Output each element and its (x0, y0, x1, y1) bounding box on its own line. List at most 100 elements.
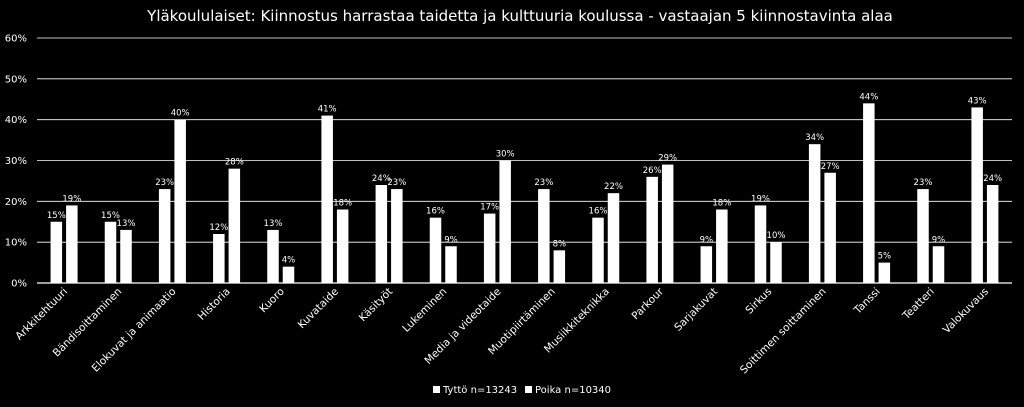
y-tick-label: 20% (5, 197, 27, 208)
bar (661, 164, 674, 283)
category-label: Sarjakuvat (672, 286, 720, 334)
data-labels: 15%19%15%13%23%40%12%28%13%4%41%18%24%23… (47, 92, 1002, 265)
bar (228, 168, 241, 283)
bar (607, 193, 620, 283)
category-label: Sirkus (743, 286, 774, 317)
data-label: 28% (225, 158, 244, 168)
data-label: 23% (914, 178, 933, 188)
category-label: Käsityöt (357, 286, 395, 324)
category-label: Historia (196, 286, 233, 323)
data-label: 16% (589, 207, 608, 217)
data-label: 10% (767, 231, 786, 241)
category-label: Kuvataide (296, 286, 341, 331)
bar (932, 246, 945, 283)
bar (267, 229, 279, 283)
bar (104, 221, 117, 283)
data-label: 18% (333, 199, 352, 209)
bar (120, 229, 132, 283)
bar (971, 107, 983, 284)
bar (700, 246, 713, 283)
bar (646, 176, 658, 283)
category-label: Teatteri (900, 286, 937, 323)
legend: Tyttö n=13243 Poika n=10340 (433, 385, 611, 396)
y-tick-label: 60% (5, 34, 27, 45)
data-label: 23% (155, 178, 174, 188)
data-label: 9% (444, 235, 458, 245)
data-label: 23% (387, 178, 406, 188)
data-label: 5% (878, 252, 892, 262)
y-tick-label: 50% (5, 74, 27, 85)
data-label: 26% (643, 166, 662, 176)
bar (553, 250, 566, 283)
data-label: 19% (751, 194, 770, 204)
bar (499, 160, 511, 283)
data-label: 34% (805, 133, 824, 143)
legend-swatch (433, 386, 440, 393)
y-axis: 0% 10% 20% 30% 40% 50% 60% (5, 34, 27, 290)
data-label: 15% (47, 211, 66, 221)
category-label: Lukeminen (400, 286, 449, 335)
bar (282, 266, 295, 283)
legend-label: Tyttö n=13243 (442, 385, 517, 396)
y-tick-label: 30% (5, 156, 27, 167)
bar (336, 209, 349, 283)
bar (863, 103, 875, 283)
data-label: 27% (821, 162, 840, 172)
bar (391, 189, 403, 283)
bar (66, 205, 78, 283)
data-label: 8% (553, 239, 567, 249)
category-label: Tanssi (851, 286, 883, 318)
bar (986, 185, 999, 283)
data-label: 15% (101, 211, 120, 221)
data-label: 9% (700, 235, 714, 245)
data-label: 24% (983, 174, 1002, 184)
bar (592, 217, 604, 283)
data-label: 12% (209, 223, 228, 233)
bar (538, 189, 550, 283)
data-label: 29% (658, 154, 677, 164)
category-label: Arkkitehtuuri (13, 286, 70, 343)
data-label: 40% (171, 109, 190, 119)
data-label: 19% (62, 194, 81, 204)
category-label: Valokuvaus (941, 286, 991, 336)
bar (770, 242, 782, 283)
bar (878, 262, 891, 283)
data-label: 13% (264, 219, 283, 229)
bar (375, 185, 388, 283)
bar (50, 221, 63, 283)
bar (824, 172, 836, 283)
data-label: 30% (496, 150, 515, 160)
gridlines (37, 37, 1012, 284)
legend-swatch (525, 386, 532, 393)
legend-label: Poika n=10340 (535, 385, 611, 396)
data-label: 24% (372, 174, 391, 184)
data-label: 9% (932, 235, 946, 245)
bar (213, 234, 225, 283)
category-label: Kuoro (257, 286, 287, 316)
data-label: 17% (480, 203, 499, 213)
data-label: 43% (968, 96, 987, 106)
data-label: 41% (318, 105, 337, 115)
data-label: 13% (117, 219, 136, 229)
y-tick-label: 10% (5, 238, 27, 249)
data-label: 44% (859, 92, 878, 102)
bar (483, 213, 496, 283)
bar (716, 209, 728, 283)
category-label: Parkour (629, 285, 666, 322)
bar (917, 189, 929, 283)
bar (754, 205, 767, 283)
y-tick-label: 0% (11, 279, 27, 290)
data-label: 4% (282, 256, 296, 266)
bar (321, 115, 333, 283)
bar (429, 217, 442, 283)
chart-title: Yläkoululaiset: Kiinnostus harrastaa tai… (146, 7, 893, 25)
bar (808, 144, 821, 283)
bar (174, 119, 186, 284)
data-label: 23% (534, 178, 553, 188)
bars (50, 103, 999, 284)
bar (445, 246, 457, 283)
data-label: 22% (604, 182, 623, 192)
